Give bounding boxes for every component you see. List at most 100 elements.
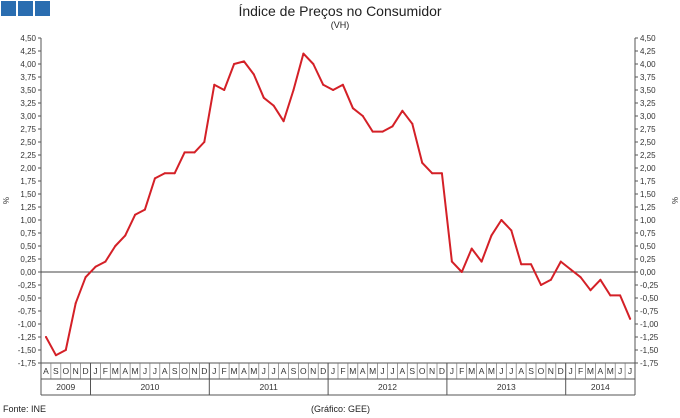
y-tick-label-right: 2,50 [640,138,656,147]
data-point [292,89,295,91]
month-label: O [419,366,426,376]
month-label: N [310,366,316,376]
y-tick-label-left: 1,00 [20,216,36,225]
month-label: N [73,366,79,376]
data-point [332,89,335,91]
data-point [252,73,255,76]
data-point [500,219,503,221]
y-tick-label-left: 2,00 [20,164,36,173]
y-tick-label-right: 0,25 [640,255,656,264]
year-label: 2014 [591,382,610,392]
data-point [114,245,117,247]
month-label: N [429,366,435,376]
y-tick-label-left: 0,75 [20,229,36,238]
y-tick-label-right: 3,50 [640,86,656,95]
y-tick-label-right: 4,00 [640,60,656,69]
data-point [629,317,632,320]
data-point [94,265,97,268]
data-point [163,172,166,175]
y-tick-label-right: -0,75 [640,307,659,316]
y-tick-label-right: 3,00 [640,112,656,121]
month-label: J [212,366,216,376]
month-label: J [499,366,503,376]
y-tick-label-right: -1,00 [640,320,659,329]
y-tick-label-left: -1,00 [18,320,37,329]
y-tick-label-left: 2,50 [20,138,36,147]
y-tick-label-left: 4,00 [20,60,36,69]
data-point [74,302,77,305]
chart-title: Índice de Preços no Consumidor [238,3,442,19]
data-point [104,260,107,263]
month-label: S [291,366,297,376]
data-point [431,172,434,175]
data-point [609,294,612,297]
data-point [391,125,394,128]
year-label: 2011 [260,382,279,392]
month-label: A [360,366,366,376]
y-tick-label-right: -1,75 [640,359,659,368]
data-point [480,260,483,263]
month-label: F [103,366,108,376]
year-label: 2013 [497,382,516,392]
y-tick-label-right: 2,00 [640,164,656,173]
month-label: F [340,366,345,376]
y-tick-label-left: 3,50 [20,86,36,95]
y-tick-label-right: 0,75 [640,229,656,238]
year-label: 2012 [378,382,397,392]
y-tick-label-left: -0,75 [18,307,37,316]
logo-square-3 [35,1,50,16]
month-label: M [231,366,238,376]
month-label: S [53,366,59,376]
month-label: M [349,366,356,376]
month-label: M [468,366,475,376]
data-point [520,263,523,266]
data-point [341,83,344,86]
y-tick-label-left: 1,75 [20,177,36,186]
data-point [262,96,265,99]
month-label: J [153,366,157,376]
y-tick-label-right: 1,25 [640,203,656,212]
y-tick-label-right: 1,00 [640,216,656,225]
data-point [124,234,127,237]
month-label: A [479,366,485,376]
y-tick-label-left: 3,00 [20,112,36,121]
y-tick-label-left: -1,50 [18,346,37,355]
y-tick-label-left: 2,75 [20,125,36,134]
data-point [54,354,57,357]
data-point [45,336,47,338]
y-tick-label-left: -0,25 [18,281,37,290]
data-point [183,151,186,154]
month-label: M [369,366,376,376]
data-point [223,89,226,91]
month-label: A [518,366,524,376]
month-label: F [222,366,227,376]
month-label: F [578,366,583,376]
data-point [371,130,374,133]
month-label: D [201,366,207,376]
data-point [203,141,206,143]
data-point [64,349,67,351]
data-point [440,172,443,175]
month-label: A [43,366,49,376]
y-tick-label-right: -1,25 [640,333,659,342]
data-point [569,268,572,271]
y-tick-label-right: 4,25 [640,47,656,56]
data-point [84,276,87,279]
data-point [322,83,325,86]
data-point [134,213,137,216]
year-label: 2010 [140,382,159,392]
month-label: O [300,366,307,376]
month-label: D [82,366,88,376]
y-tick-label-left: 1,50 [20,190,36,199]
data-point [411,122,414,125]
month-label: M [132,366,139,376]
month-label: D [320,366,326,376]
month-label: J [628,366,632,376]
logo-square-2 [18,1,33,16]
data-point [401,109,404,112]
data-point [470,247,473,250]
data-point [173,172,176,175]
data-point [361,115,364,117]
month-label: M [488,366,495,376]
